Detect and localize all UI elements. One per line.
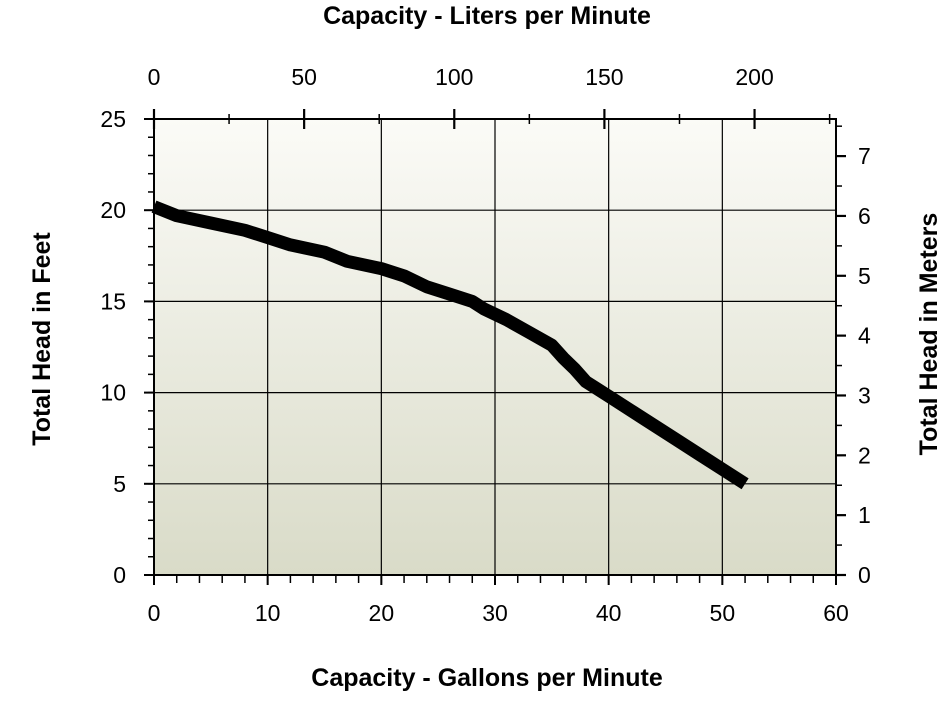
x-tick-label: 10 bbox=[255, 600, 281, 626]
y-tick-label: 15 bbox=[100, 288, 126, 314]
y2-tick-label: 5 bbox=[858, 263, 871, 289]
x-axis-title: Capacity - Gallons per Minute bbox=[311, 664, 663, 692]
major-ticks bbox=[144, 109, 846, 585]
y2-tick-label: 0 bbox=[858, 562, 871, 588]
x2-tick-label: 200 bbox=[735, 64, 773, 90]
y-tick-label: 25 bbox=[100, 106, 126, 132]
y2-tick-label: 1 bbox=[858, 502, 871, 528]
series-layer bbox=[151, 200, 749, 490]
x-tick-label: 60 bbox=[823, 600, 849, 626]
series-line-0 bbox=[151, 200, 749, 490]
x2-axis-title: Capacity - Liters per Minute bbox=[323, 2, 651, 30]
y-axis-title: Total Head in Feet bbox=[28, 232, 56, 446]
x-tick-label: 50 bbox=[710, 600, 736, 626]
grid-lines bbox=[154, 119, 836, 575]
x2-tick-label: 50 bbox=[291, 64, 317, 90]
x2-tick-label: 150 bbox=[585, 64, 623, 90]
x-tick-label: 40 bbox=[596, 600, 622, 626]
y-tick-label: 20 bbox=[100, 197, 126, 223]
y-tick-label: 10 bbox=[100, 380, 126, 406]
y2-tick-label: 6 bbox=[858, 203, 871, 229]
x-tick-label: 20 bbox=[369, 600, 395, 626]
x2-tick-label: 0 bbox=[148, 64, 161, 90]
y2-tick-label: 2 bbox=[858, 442, 871, 468]
x-tick-label: 0 bbox=[148, 600, 161, 626]
y-tick-label: 5 bbox=[113, 471, 126, 497]
y2-tick-label: 4 bbox=[858, 323, 871, 349]
y2-tick-label: 3 bbox=[858, 382, 871, 408]
tick-labels: 0 10 20 30 40 50 60 0 5 10 15 20 25 0 50 100 150 200 0 1 2 3 4… bbox=[100, 64, 871, 626]
x-tick-label: 30 bbox=[482, 600, 508, 626]
y2-axis-title: Total Head in Meters bbox=[915, 213, 943, 456]
y2-tick-label: 7 bbox=[858, 143, 871, 169]
y-tick-label: 0 bbox=[113, 562, 126, 588]
x2-tick-label: 100 bbox=[435, 64, 473, 90]
